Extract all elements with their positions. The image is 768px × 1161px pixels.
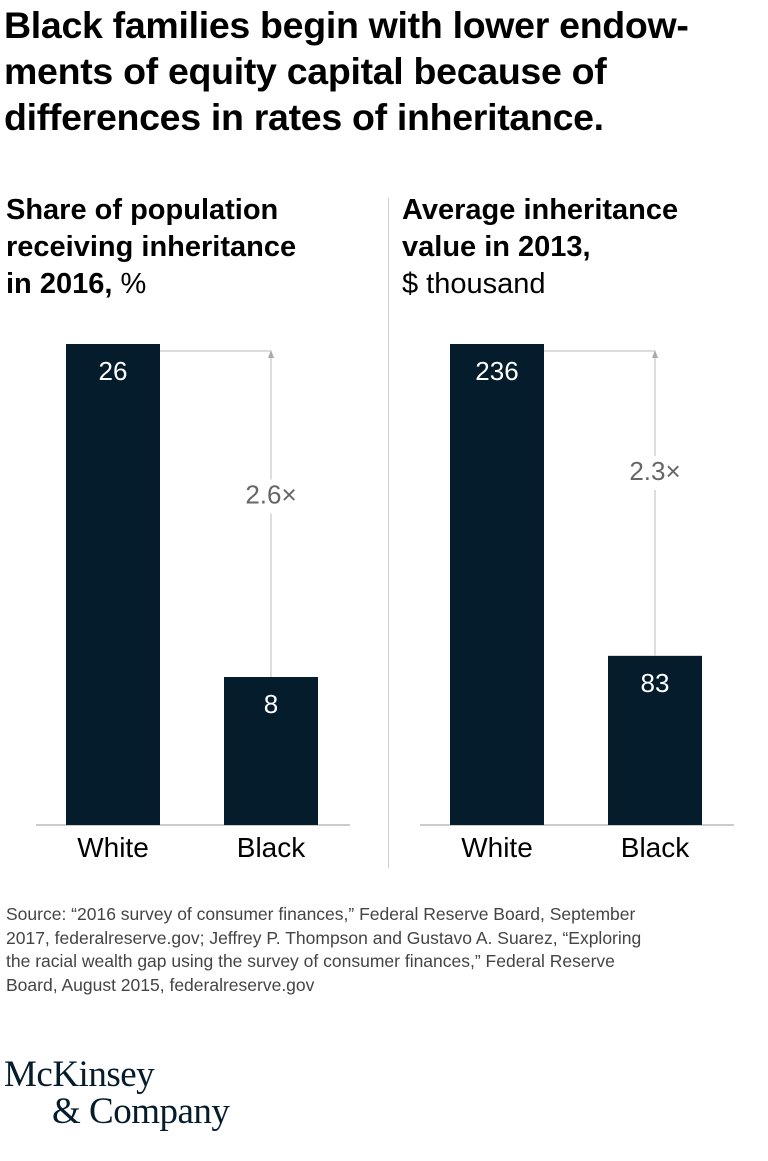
value-label-black: 83 (641, 668, 670, 698)
value-label-black: 8 (264, 689, 278, 719)
chart-title-line: in 2016, (6, 268, 113, 300)
chart-title-line: value in 2013, (402, 231, 591, 263)
source-line: Board, August 2015, federalreserve.gov (6, 974, 315, 995)
ratio-label-bg (623, 455, 687, 490)
value-label-white: 26 (99, 356, 128, 386)
chart-title-line: Share of population (6, 194, 279, 226)
headline: Black families begin with lower endow- m… (4, 2, 744, 140)
logo-line: McKinsey (4, 1054, 155, 1095)
bar-black (224, 677, 318, 825)
ratio-arrowhead-icon (652, 350, 658, 358)
source-line: 2017, federalreserve.gov; Jeffrey P. Tho… (6, 927, 642, 948)
chart-unit: % (120, 268, 147, 300)
mckinsey-logo: McKinsey & Company (4, 1054, 230, 1132)
ratio-label-bg (239, 479, 303, 514)
source-line: Source: “2016 survey of consumer finance… (6, 904, 636, 924)
bar-black (608, 655, 702, 825)
bar-chart-inheritance-share: 26 White 8 Black 2.6× (36, 344, 350, 863)
chart-title-line: Average inheritance (402, 194, 679, 226)
ratio-label: 2.6× (245, 480, 296, 510)
ratio-label: 2.3× (629, 456, 680, 486)
headline-line: Black families begin with lower endow- (4, 4, 689, 46)
logo-line: & Company (52, 1091, 230, 1132)
headline-line: ments of equity capital because of (4, 50, 607, 92)
category-label-white: White (77, 832, 149, 863)
chart-title-inheritance-share: Share of population receiving inheritanc… (6, 192, 296, 303)
ratio-arrowhead-icon (268, 350, 274, 358)
category-label-black: Black (621, 832, 690, 863)
chart-unit: $ thousand (402, 268, 546, 300)
chart-title-inheritance-value: Average inheritance value in 2013, $ tho… (402, 192, 678, 303)
bar-chart-inheritance-value: 236 White 83 Black 2.3× (420, 344, 734, 863)
panel-divider (388, 198, 389, 868)
source-note: Source: “2016 survey of consumer finance… (6, 903, 766, 997)
bar-white (450, 344, 544, 825)
category-label-white: White (461, 832, 533, 863)
category-label-black: Black (237, 832, 306, 863)
source-line: the racial wealth gap using the survey o… (6, 951, 615, 971)
bar-white (66, 344, 160, 825)
chart-title-line: receiving inheritance (6, 231, 297, 263)
headline-line: differences in rates of inheritance. (4, 96, 604, 138)
value-label-white: 236 (475, 356, 518, 386)
